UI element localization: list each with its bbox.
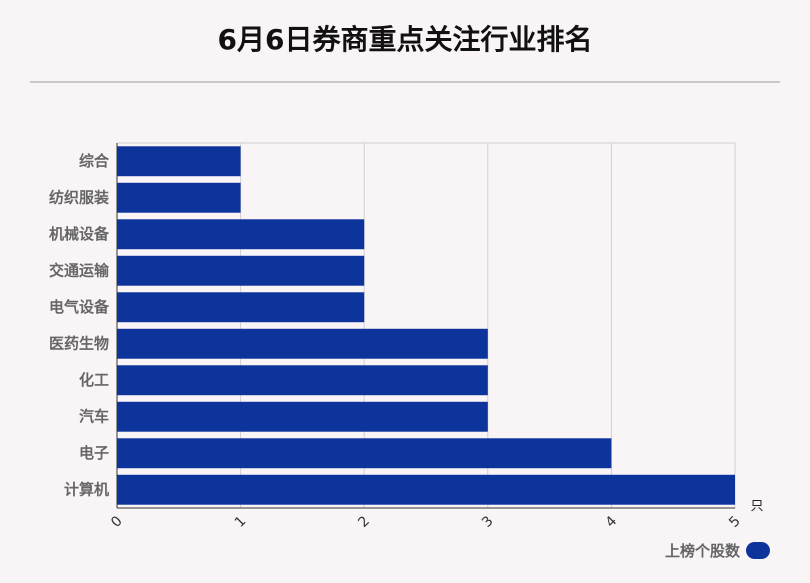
bar (117, 401, 488, 432)
x-tick-label: 0 (108, 513, 126, 531)
category-label: 电子 (79, 444, 109, 462)
bar (117, 328, 488, 359)
title-divider (30, 81, 780, 83)
chart-title: 6月6日券商重点关注行业排名 (217, 23, 593, 56)
bar (117, 182, 241, 213)
category-label: 化工 (79, 371, 109, 389)
bar (117, 255, 365, 286)
bar (117, 219, 365, 250)
x-tick-label: 3 (479, 513, 497, 531)
category-label: 医药生物 (49, 334, 109, 352)
bar (117, 146, 241, 177)
category-label: 交通运输 (49, 261, 110, 279)
bar-layer (117, 146, 735, 505)
x-unit-label: 只 (750, 499, 763, 514)
category-label: 机械设备 (49, 225, 110, 243)
bar (117, 474, 735, 505)
bar (117, 292, 365, 323)
bar (117, 438, 612, 469)
category-label: 纺织服装 (49, 188, 110, 206)
legend: 上榜个股数 (665, 540, 770, 561)
category-label: 汽车 (79, 407, 109, 425)
bar (117, 365, 488, 396)
category-label: 电气设备 (49, 298, 110, 316)
x-tick-label: 1 (232, 513, 250, 531)
x-tick-label: 2 (355, 513, 373, 531)
legend-swatch (746, 542, 770, 559)
category-label: 计算机 (64, 480, 109, 498)
legend-label: 上榜个股数 (664, 542, 740, 560)
x-tick-label: 5 (726, 513, 744, 531)
x-tick-label: 4 (603, 513, 621, 531)
category-label: 综合 (79, 152, 110, 170)
